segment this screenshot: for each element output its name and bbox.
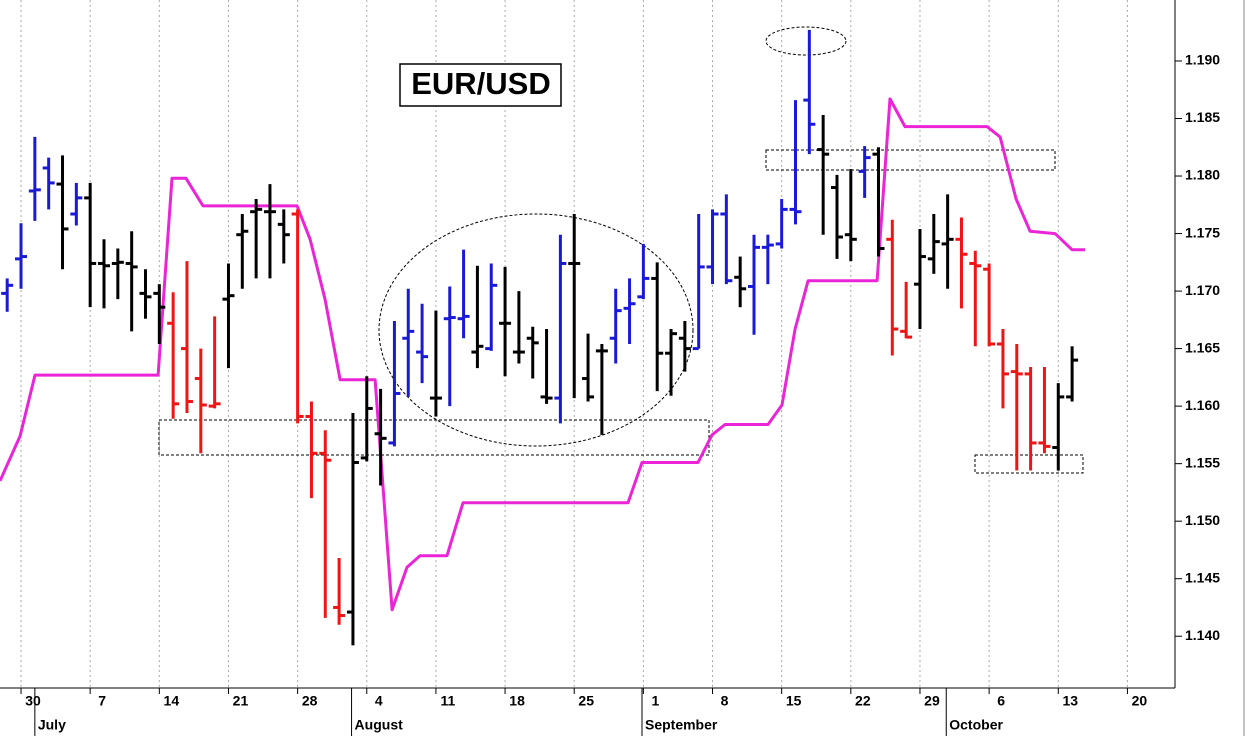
y-tick-label: 1.190	[1185, 52, 1220, 68]
x-tick-label: 8	[721, 693, 729, 709]
x-tick-label: 18	[509, 693, 525, 709]
y-tick-label: 1.165	[1185, 339, 1220, 355]
x-tick-label: 7	[98, 693, 106, 709]
y-tick-label: 1.140	[1185, 627, 1220, 643]
chart-title: EUR/USD	[411, 66, 551, 101]
x-tick-label: 20	[1132, 693, 1148, 709]
peak-ellipse	[765, 26, 847, 56]
y-tick-label: 1.175	[1185, 224, 1220, 240]
x-tick-label: 4	[375, 693, 383, 709]
stop-line	[0, 97, 1085, 612]
month-label: July	[38, 717, 66, 733]
month-label: October	[949, 717, 1003, 733]
x-tick-label: 22	[855, 693, 871, 709]
axis-labels: 1.140 1.145 1.150 1.155 1.160 1.165 1.170 1.175…	[20, 52, 1220, 736]
x-tick-label: 14	[164, 693, 180, 709]
y-tick-label: 1.180	[1185, 167, 1220, 183]
y-tick-label: 1.150	[1185, 512, 1220, 528]
marks	[0, 29, 1085, 646]
x-tick-label: 29	[924, 693, 940, 709]
month-label: September	[645, 717, 718, 733]
y-tick-label: 1.160	[1185, 397, 1220, 413]
x-tick-label: 11	[441, 693, 456, 709]
month-label: August	[355, 717, 404, 733]
y-tick-label: 1.170	[1185, 282, 1220, 298]
x-tick-label: 13	[1062, 693, 1078, 709]
x-tick-label: 25	[578, 693, 594, 709]
annotations	[158, 26, 1084, 474]
x-tick-label: 30	[25, 693, 41, 709]
resistance-box	[765, 149, 1056, 171]
title-box	[399, 63, 562, 107]
x-tick-label: 1	[651, 693, 659, 709]
x-tick-label: 21	[233, 693, 249, 709]
low-box	[974, 454, 1084, 474]
y-tick-label: 1.145	[1185, 569, 1220, 585]
x-tick-label: 28	[302, 693, 318, 709]
range-ellipse	[378, 213, 694, 447]
y-tick-label: 1.185	[1185, 109, 1220, 125]
x-tick-label: 15	[786, 693, 802, 709]
x-tick-label: 6	[997, 693, 1005, 709]
y-tick-label: 1.155	[1185, 454, 1220, 470]
